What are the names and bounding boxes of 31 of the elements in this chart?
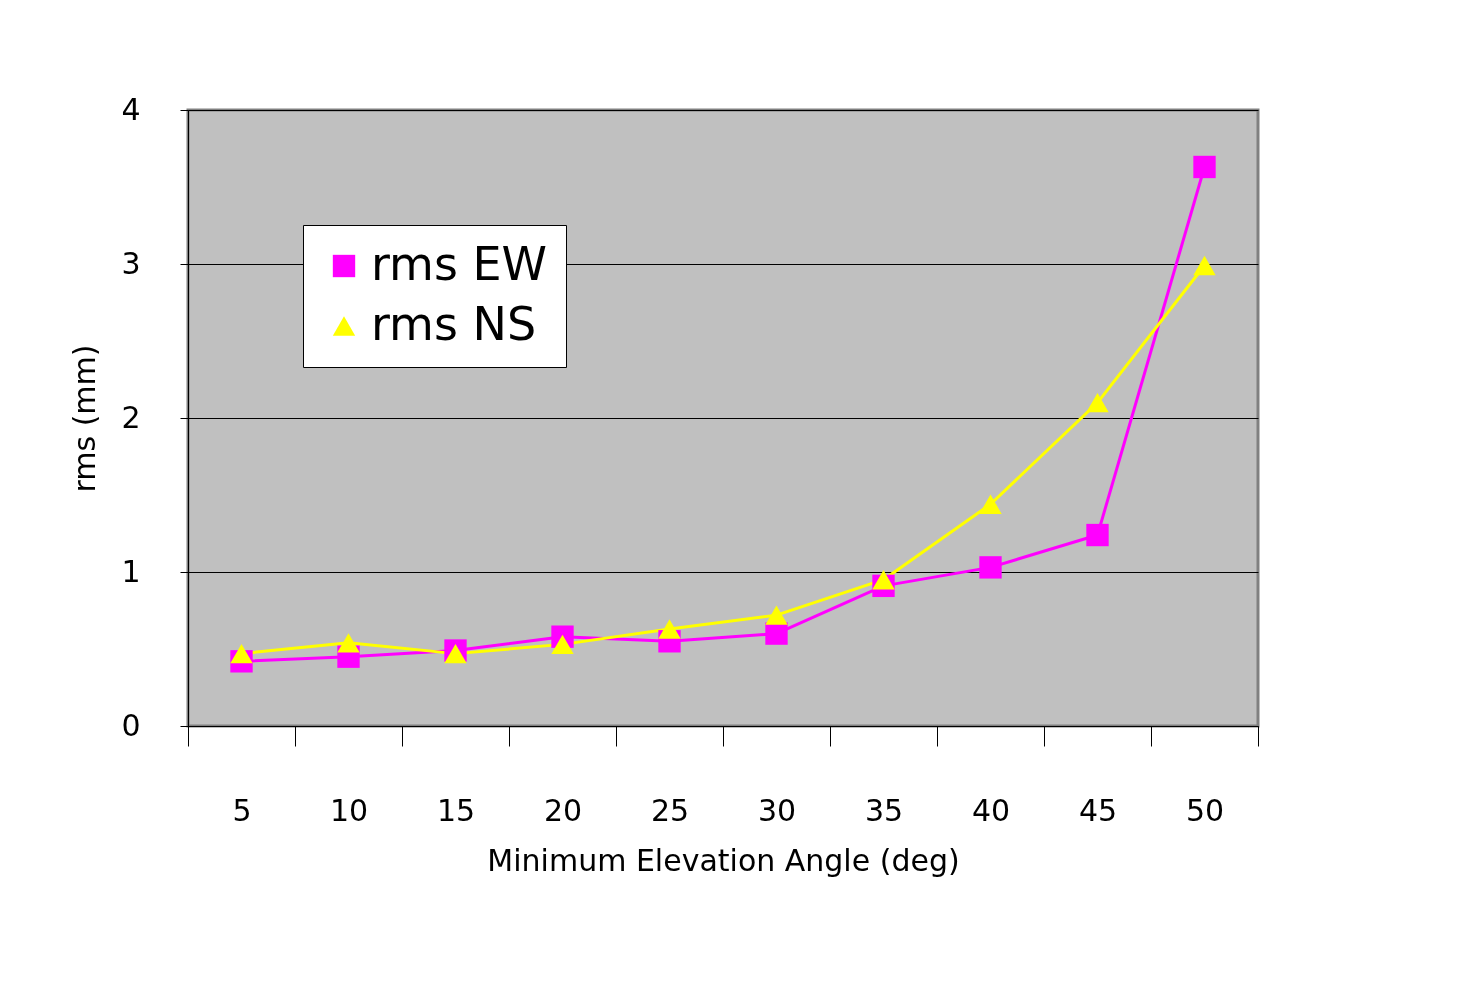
point [979,494,1002,514]
point [872,570,895,590]
x-tick-label: 35 [864,792,904,828]
x-tick-label: 50 [1185,792,1225,828]
point [337,633,360,653]
x-tick-label: 25 [650,792,690,828]
y-tick-label: 3 [121,245,141,281]
point [1086,392,1109,413]
x-tick-label: 5 [232,792,252,828]
point [979,556,1002,579]
point [1086,523,1109,547]
y-tick-label: 2 [121,399,141,435]
point [1193,255,1216,276]
point [230,643,253,664]
legend-label: rms EW [371,237,548,291]
point [765,605,788,625]
legend-label: rms NS [371,297,537,351]
x-tick-label: 45 [1078,792,1118,828]
point [551,634,574,655]
y-tick-label: 1 [121,553,141,589]
y-axis-title: rms (mm) [67,344,103,493]
y-tick-label: 0 [121,707,141,743]
x-tick-label: 20 [543,792,583,828]
point [658,619,681,639]
point [1193,155,1216,179]
x-tick-label: 15 [436,792,476,828]
x-tick-label: 40 [971,792,1011,828]
x-tick-label: 30 [757,792,797,828]
x-axis-title: Minimum Elevation Angle (deg) [487,842,960,878]
y-tick-label: 4 [121,91,141,127]
x-tick-label: 10 [329,792,369,828]
